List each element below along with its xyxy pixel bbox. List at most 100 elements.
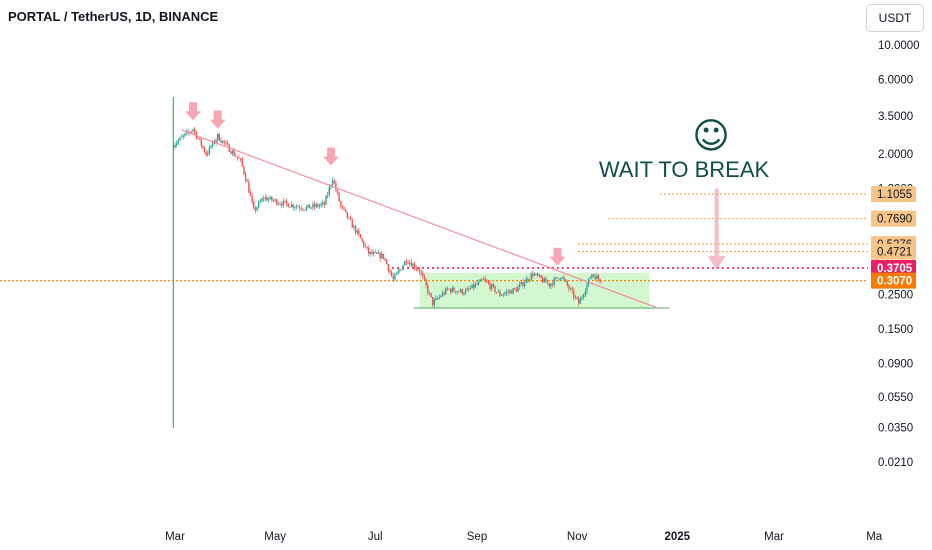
candle-body — [594, 275, 596, 280]
price-badge-4 — [871, 259, 916, 276]
candle-body — [192, 129, 194, 132]
candle-body — [584, 291, 587, 296]
candle-body — [200, 138, 202, 146]
candle-body — [561, 277, 564, 279]
candle-body — [450, 289, 452, 293]
candle-body — [280, 204, 283, 206]
candle-body — [528, 279, 531, 281]
candle-body — [284, 200, 286, 202]
candle-body — [190, 131, 193, 133]
candle-body — [497, 291, 500, 293]
candle-body — [500, 295, 503, 296]
candle-body — [484, 278, 486, 281]
candle-body — [325, 196, 327, 205]
candle-body — [323, 202, 326, 205]
axes-layer: 10.00006.00003.50002.00001.20000.75000.4… — [165, 40, 919, 543]
candle-body — [328, 187, 330, 195]
candle-body — [335, 182, 337, 190]
candle-body — [303, 209, 306, 211]
candle-body — [463, 293, 465, 295]
candle-body — [253, 201, 255, 209]
candle-body — [317, 204, 319, 207]
price-badge-label-4: 0.3705 — [877, 263, 913, 275]
candle-body — [527, 278, 529, 281]
candle-body — [540, 275, 542, 279]
candle-body — [517, 287, 519, 292]
candle-body — [235, 155, 237, 157]
candle-body — [343, 207, 345, 210]
y-tick-label-1: 6.0000 — [878, 75, 913, 87]
candle-body — [510, 290, 513, 294]
candle-body — [576, 296, 578, 299]
candle-body — [405, 261, 408, 263]
candle-body — [466, 288, 468, 291]
candle-body — [404, 261, 406, 266]
candle-body — [474, 284, 477, 288]
candle-body — [504, 292, 506, 295]
candle-body — [267, 199, 270, 201]
candle-body — [289, 207, 291, 208]
candle-body — [210, 146, 212, 148]
candle-body — [487, 281, 490, 284]
candle-body — [177, 140, 179, 143]
candle-body — [233, 150, 235, 156]
candle-body — [195, 131, 198, 138]
candle-body — [446, 288, 449, 290]
currency-button[interactable]: USDT — [866, 4, 924, 32]
candle-body — [203, 147, 206, 153]
candle-body — [591, 274, 593, 279]
x-tick-label-3: Sep — [467, 531, 487, 543]
candle-body — [294, 207, 296, 208]
candle-body — [482, 278, 485, 280]
candle-body — [381, 253, 383, 259]
price-badge-label-3: 0.4721 — [877, 247, 912, 259]
x-tick-label-4: Nov — [567, 531, 588, 543]
candle-body — [264, 197, 266, 199]
candle-body — [495, 292, 498, 293]
chart-title: PORTAL / TetherUS, 1D, BINANCE — [8, 9, 219, 24]
candle-body — [550, 283, 552, 287]
candle-body — [571, 288, 573, 291]
candle-body — [261, 198, 263, 202]
candle-body — [502, 294, 504, 296]
candle-body — [248, 181, 250, 193]
candle-body — [499, 291, 501, 296]
candle-body — [423, 276, 426, 280]
candle-body — [333, 180, 335, 183]
candle-body — [212, 141, 214, 147]
candle-body — [207, 153, 209, 156]
candle-body — [448, 288, 450, 290]
candle-body — [479, 279, 481, 282]
candle-body — [359, 234, 362, 239]
candle-body — [353, 225, 355, 228]
candle-body — [555, 277, 557, 279]
candle-body — [197, 137, 199, 139]
arrow-down-icon-3 — [549, 247, 566, 266]
candle-body — [599, 279, 601, 283]
candle-body — [445, 288, 447, 294]
x-tick-label-0: Mar — [165, 531, 185, 543]
candle-body — [346, 211, 349, 218]
candle-body — [476, 284, 478, 285]
trendline — [181, 129, 658, 309]
candle-body — [300, 208, 303, 210]
candle-body — [586, 284, 588, 292]
candle-body — [277, 203, 280, 205]
candle-body — [244, 173, 247, 181]
candle-body — [256, 207, 258, 211]
candle-body — [254, 208, 257, 211]
candle-body — [331, 180, 334, 186]
candle-body — [486, 280, 488, 282]
candle-body — [512, 288, 514, 294]
candle-body — [538, 275, 541, 276]
candle-body — [302, 209, 304, 210]
candle-body — [505, 291, 508, 293]
x-tick-label-1: May — [264, 531, 286, 543]
candle-body — [592, 274, 595, 276]
candle-body — [216, 134, 219, 140]
candle-body — [543, 278, 545, 283]
price-badge-5 — [871, 272, 916, 289]
candle-body — [589, 278, 591, 280]
candle-body — [428, 292, 431, 294]
